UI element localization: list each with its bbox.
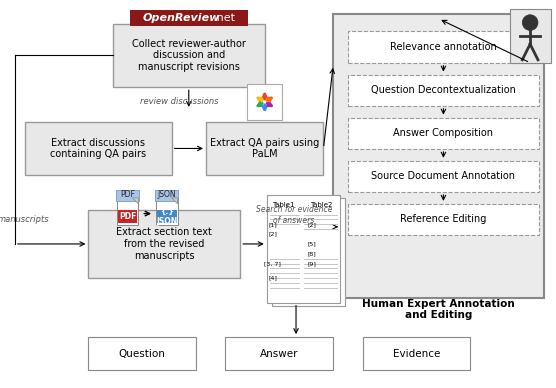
Text: [4]: [4] bbox=[268, 276, 277, 281]
Bar bbox=[206, 121, 324, 175]
Bar bbox=[88, 337, 196, 370]
Text: Question Decontextualization: Question Decontextualization bbox=[371, 85, 516, 95]
Bar bbox=[155, 190, 178, 201]
Text: OpenReview: OpenReview bbox=[143, 13, 220, 23]
Bar bbox=[348, 31, 539, 63]
Text: review discussions: review discussions bbox=[140, 97, 218, 106]
Circle shape bbox=[522, 15, 538, 30]
Bar bbox=[116, 190, 140, 201]
Text: Extract section text
from the revised
manuscripts: Extract section text from the revised ma… bbox=[116, 227, 212, 261]
Text: [8]: [8] bbox=[307, 251, 316, 256]
Bar bbox=[348, 118, 539, 149]
Text: Extract discussions
containing QA pairs: Extract discussions containing QA pairs bbox=[50, 138, 146, 159]
Bar bbox=[117, 198, 138, 225]
Text: JSON: JSON bbox=[157, 191, 176, 199]
Text: Answer: Answer bbox=[260, 349, 299, 359]
Bar bbox=[226, 337, 333, 370]
Bar bbox=[88, 210, 240, 278]
Text: Evidence: Evidence bbox=[393, 349, 440, 359]
Text: [3, 7]: [3, 7] bbox=[264, 261, 281, 266]
Text: Reference Editing: Reference Editing bbox=[400, 215, 486, 225]
Text: [2]: [2] bbox=[268, 232, 277, 237]
Text: Question: Question bbox=[119, 349, 166, 359]
Text: PDF: PDF bbox=[120, 191, 135, 199]
Polygon shape bbox=[172, 198, 177, 204]
Bar bbox=[348, 74, 539, 106]
Text: PDF: PDF bbox=[119, 212, 136, 221]
Text: Relevance annotation: Relevance annotation bbox=[390, 42, 497, 52]
Text: Collect reviewer-author
discussion and
manuscript revisions: Collect reviewer-author discussion and m… bbox=[132, 39, 246, 72]
Text: Source Document Annotation: Source Document Annotation bbox=[371, 171, 515, 181]
Text: Search for evidence
of answers: Search for evidence of answers bbox=[256, 205, 332, 225]
Bar bbox=[24, 121, 172, 175]
Text: Human Expert Annotation
and Editing: Human Expert Annotation and Editing bbox=[362, 299, 515, 320]
Text: [9]: [9] bbox=[307, 261, 316, 266]
Bar bbox=[271, 198, 345, 306]
Bar bbox=[333, 14, 544, 298]
Bar bbox=[156, 198, 177, 225]
Text: manuscripts: manuscripts bbox=[0, 215, 49, 224]
Bar bbox=[363, 337, 470, 370]
Bar bbox=[509, 9, 550, 63]
Text: [2]: [2] bbox=[307, 222, 316, 227]
Text: Table1: Table1 bbox=[272, 202, 295, 208]
Polygon shape bbox=[132, 198, 138, 204]
Text: Extract QA pairs using
PaLM: Extract QA pairs using PaLM bbox=[210, 138, 319, 159]
Text: [1]: [1] bbox=[268, 222, 277, 227]
Bar bbox=[157, 210, 176, 223]
Bar bbox=[130, 10, 247, 26]
Bar bbox=[348, 161, 539, 192]
Bar bbox=[118, 210, 137, 223]
Text: Table2: Table2 bbox=[310, 202, 332, 208]
Text: [5]: [5] bbox=[307, 241, 316, 246]
Text: {:}
JSON: {:} JSON bbox=[156, 207, 177, 226]
Bar bbox=[247, 84, 282, 120]
Text: .net: .net bbox=[214, 13, 236, 23]
Bar bbox=[348, 204, 539, 235]
Bar bbox=[267, 195, 340, 303]
Text: Answer Composition: Answer Composition bbox=[394, 128, 493, 138]
Bar bbox=[113, 24, 265, 87]
